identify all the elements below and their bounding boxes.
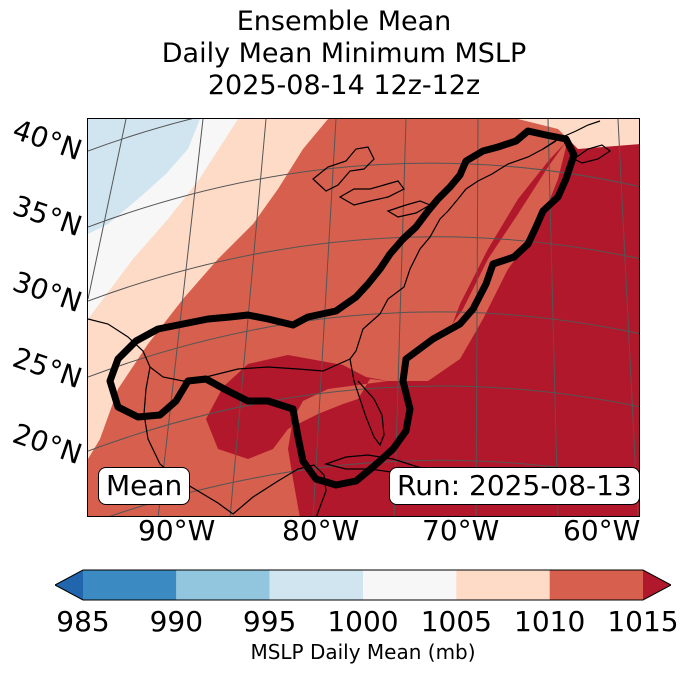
- colorbar-bin-1010-1015: [549, 570, 643, 600]
- meridian-80w: [312, 119, 337, 516]
- colorbar-tick-1005: 1005: [420, 605, 492, 638]
- colorbar-tick-990: 990: [149, 605, 204, 638]
- colorbar: [55, 569, 671, 601]
- canada-coast: [542, 120, 612, 164]
- colorbar-tick-985: 985: [56, 605, 110, 638]
- colorbar-bin-995-1000: [269, 570, 363, 600]
- parallel-20n: [88, 385, 639, 452]
- colorbar-under-triangle: [55, 570, 83, 600]
- colorbar-tick-1000: 1000: [327, 605, 399, 638]
- colorbar-bin-990-995: [176, 570, 270, 600]
- lon-label-60w: 60°W: [563, 514, 641, 547]
- meridian-60w: [617, 119, 639, 516]
- lon-label-90w: 90°W: [138, 514, 216, 547]
- lat-label-20n: 20°N: [8, 416, 87, 472]
- colorbar-tick-1010: 1010: [514, 605, 586, 638]
- yucatan-peninsula: [232, 464, 327, 516]
- colorbar-tick-995: 995: [242, 605, 297, 638]
- meridian-75w: [393, 119, 407, 516]
- chart-title-line-1: Ensemble Mean: [236, 6, 452, 37]
- meridian-65w: [547, 119, 559, 516]
- colorbar-label: MSLP Daily Mean (mb): [250, 640, 476, 664]
- meridian-70w: [475, 119, 479, 516]
- colorbar-bin-1005-1010: [456, 570, 550, 600]
- gulf-coast: [88, 318, 351, 382]
- lat-label-40n: 40°N: [8, 112, 87, 168]
- mexico-coast: [143, 366, 234, 515]
- colorbar-bin-985-990: [83, 570, 177, 600]
- run-label-box: Run: 2025-08-13: [389, 467, 639, 505]
- coastlines: [88, 120, 612, 516]
- map-canvas: [88, 119, 639, 516]
- parallel-40n: [88, 119, 639, 152]
- map-panel: Mean Run: 2025-08-13: [87, 118, 640, 517]
- us-east-coast: [349, 140, 557, 360]
- lat-label-35n: 35°N: [8, 188, 87, 244]
- mslp-contour: [106, 127, 578, 489]
- lat-label-30n: 30°N: [8, 264, 87, 320]
- chart-title-line-3: 2025-08-14 12z-12z: [207, 70, 481, 101]
- colorbar-tick-1015: 1015: [607, 605, 679, 638]
- colorbar-outline: [55, 569, 671, 601]
- colorbar-bin-1000-1005: [363, 570, 457, 600]
- meridian-95w: [88, 119, 127, 300]
- parallel-30n: [88, 236, 639, 302]
- lat-label-25n: 25°N: [8, 340, 87, 396]
- colorbar-over-triangle: [643, 570, 671, 600]
- mean-label-box: Mean: [98, 467, 191, 505]
- parallel-35n: [88, 162, 639, 228]
- chart-title-line-2: Daily Mean Minimum MSLP: [161, 38, 527, 69]
- florida-peninsula: [349, 358, 385, 447]
- meridian-90w: [157, 119, 204, 516]
- lon-label-80w: 80°W: [282, 514, 360, 547]
- field-995-1000: [88, 119, 200, 234]
- parallel-25n: [88, 311, 639, 378]
- lon-label-70w: 70°W: [422, 514, 500, 547]
